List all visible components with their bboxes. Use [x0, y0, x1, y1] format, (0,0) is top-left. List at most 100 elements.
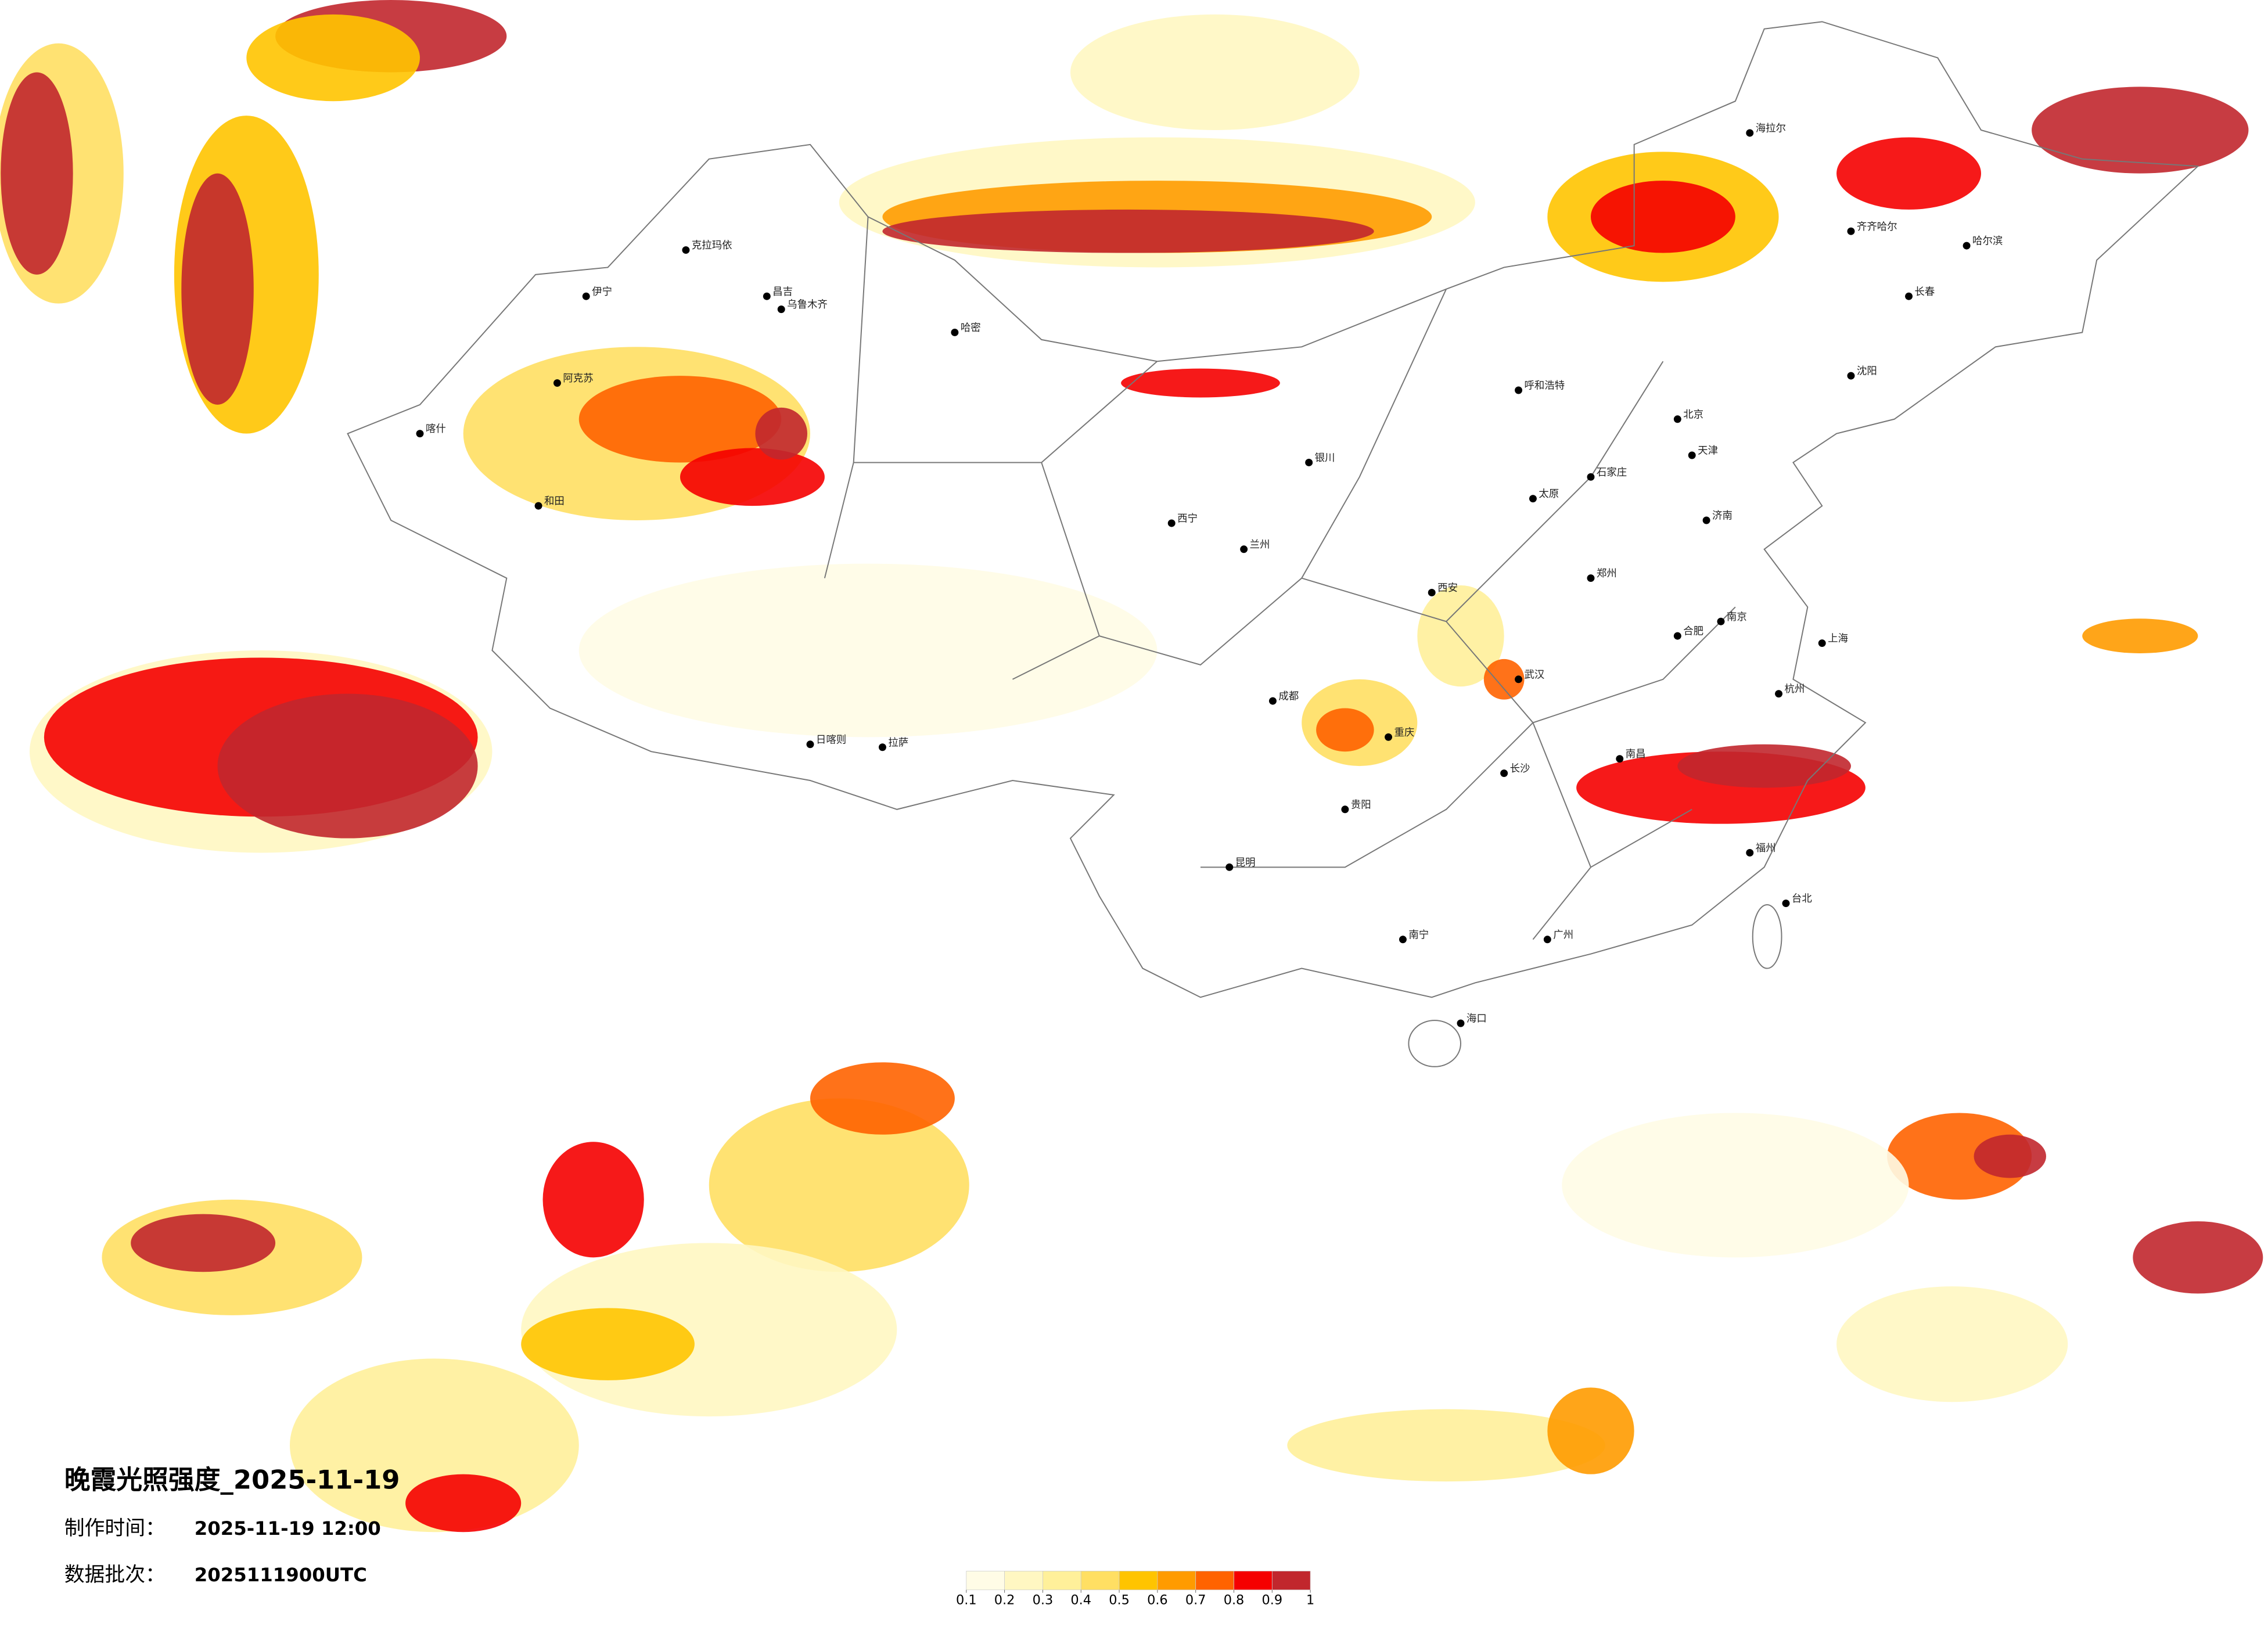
city-dot	[1688, 451, 1696, 459]
city-dot	[1305, 458, 1313, 466]
city-label: 南宁	[1408, 929, 1429, 941]
city-dot	[1167, 519, 1176, 527]
city-label: 银川	[1315, 452, 1335, 464]
legend-swatch	[1271, 1571, 1311, 1591]
intensity-patch	[1547, 1387, 1634, 1474]
city-dot	[534, 502, 542, 510]
intensity-patch	[1562, 1113, 1909, 1258]
city-dot	[1399, 936, 1407, 944]
city-dot	[763, 292, 771, 300]
city-label: 长沙	[1510, 763, 1530, 775]
city-label: 贵阳	[1351, 799, 1371, 811]
city-dot	[1385, 733, 1393, 741]
city-label: 长春	[1915, 286, 1935, 298]
legend-tick-label: 0.1	[956, 1593, 977, 1608]
intensity-patch	[1121, 368, 1280, 398]
batch-value: 2025111900UTC	[195, 1564, 367, 1586]
city-label: 石家庄	[1597, 467, 1627, 479]
city-dot	[1587, 574, 1595, 582]
legend-swatch	[1119, 1571, 1158, 1591]
city-label: 北京	[1683, 409, 1703, 420]
city-dot	[1746, 129, 1754, 137]
produced-label: 制作时间：	[64, 1517, 166, 1540]
city-dot	[1746, 848, 1754, 857]
intensity-patch	[755, 407, 808, 460]
city-dot	[1616, 755, 1624, 763]
city-label: 日喀则	[816, 734, 846, 746]
intensity-patch	[521, 1308, 695, 1380]
city-dot	[1543, 936, 1551, 944]
legend-tick-label: 0.2	[994, 1593, 1015, 1608]
city-dot	[1775, 690, 1783, 698]
city-label: 海拉尔	[1756, 123, 1786, 135]
city-label: 太原	[1539, 488, 1559, 500]
city-label: 呼和浩特	[1525, 380, 1565, 392]
legend-swatch	[966, 1571, 1005, 1591]
city-label: 重庆	[1394, 727, 1415, 739]
city-label: 成都	[1278, 691, 1299, 703]
intensity-field	[0, 0, 2263, 1533]
city-label: 昌吉	[772, 286, 793, 298]
city-dot	[582, 292, 590, 300]
intensity-patch	[1070, 14, 1360, 131]
intensity-patch	[1836, 137, 1981, 210]
city-dot	[1673, 632, 1681, 640]
legend-tick-label: 0.7	[1185, 1593, 1206, 1608]
city-dot	[806, 740, 814, 749]
city-label: 拉萨	[888, 737, 908, 749]
city-label: 伊宁	[592, 286, 612, 298]
city-label: 西宁	[1177, 513, 1198, 525]
city-label: 杭州	[1785, 684, 1805, 695]
intensity-patch	[1974, 1134, 2046, 1178]
legend-tick-label: 0.5	[1109, 1593, 1130, 1608]
legend-tick-label: 1	[1306, 1593, 1314, 1608]
city-dot	[777, 305, 785, 314]
city-dot	[1587, 473, 1595, 481]
intensity-patch	[1417, 585, 1504, 687]
legend-tick-label: 0.4	[1070, 1593, 1091, 1608]
legend: 0.1 0.2 0.3 0.4 0.5 0.6 0.7 0.8 0.9 1	[956, 1571, 1314, 1608]
city-dot	[1529, 495, 1537, 503]
intensity-patch	[578, 376, 782, 463]
city-dot	[1702, 516, 1710, 524]
intensity-patch	[1287, 1409, 1605, 1482]
intensity-patch	[217, 693, 478, 839]
city-dot	[1225, 863, 1234, 871]
city-dot	[1673, 415, 1681, 423]
city-dot	[951, 328, 959, 336]
produced-value: 2025-11-19 12:00	[195, 1517, 381, 1539]
intensity-patch	[1483, 659, 1525, 700]
city-label: 南昌	[1626, 749, 1646, 760]
city-label: 台北	[1792, 893, 1812, 905]
map-title: 晚霞光照强度_2025-11-19	[64, 1465, 400, 1495]
legend-tick-label: 0.3	[1033, 1593, 1054, 1608]
batch-label: 数据批次：	[64, 1563, 166, 1587]
city-dot	[1515, 386, 1523, 394]
city-label: 南京	[1727, 611, 1747, 623]
intensity-patch	[680, 448, 825, 506]
legend-tick-label: 0.6	[1147, 1593, 1168, 1608]
city-dot	[682, 246, 690, 254]
city-label: 广州	[1553, 929, 1573, 941]
city-label: 乌鲁木齐	[787, 299, 828, 311]
city-dot	[1963, 242, 1971, 250]
city-dot	[1428, 588, 1436, 596]
legend-swatch	[1004, 1571, 1043, 1591]
city-label: 克拉玛依	[692, 240, 732, 251]
city-label: 沈阳	[1857, 366, 1877, 377]
city-label: 上海	[1828, 633, 1848, 645]
city-label: 哈密	[961, 322, 981, 334]
intensity-patch	[2032, 87, 2249, 174]
legend-tick-label: 0.8	[1224, 1593, 1245, 1608]
city-label: 阿克苏	[563, 373, 593, 384]
intensity-patch	[1836, 1286, 2068, 1402]
city-label: 合肥	[1683, 626, 1703, 638]
china-boundary	[347, 21, 2199, 998]
legend-swatch	[1080, 1571, 1120, 1591]
city-dot	[1500, 769, 1508, 778]
city-label: 西安	[1437, 582, 1458, 594]
intensity-patch	[1, 72, 73, 275]
